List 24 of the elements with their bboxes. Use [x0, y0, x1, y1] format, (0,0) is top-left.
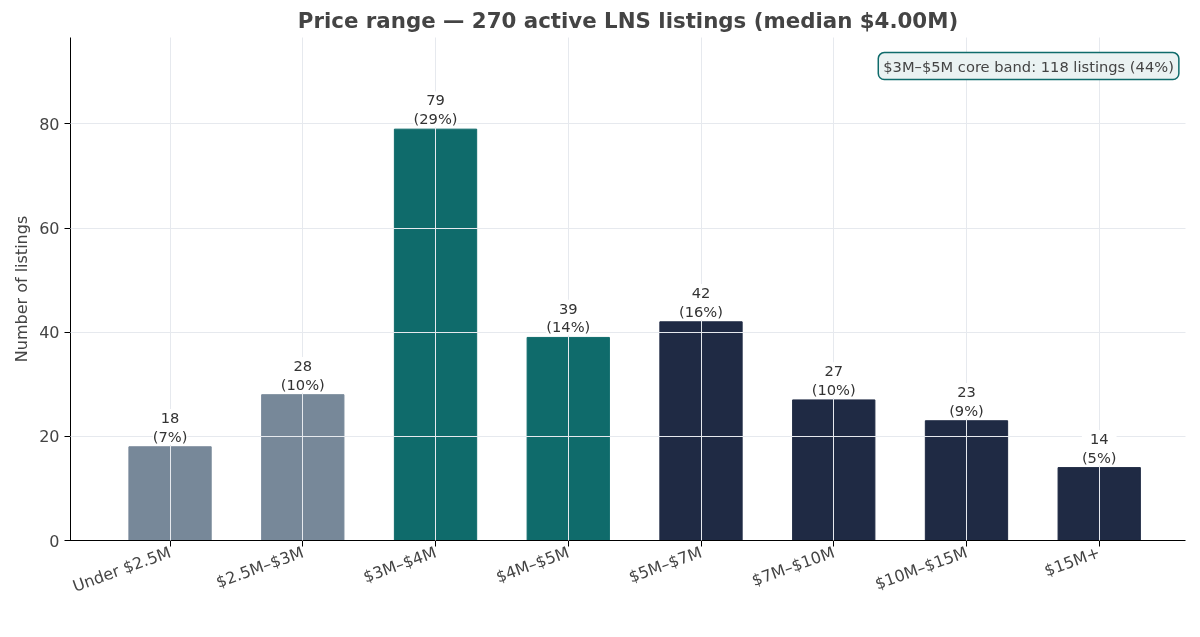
bar	[659, 321, 743, 541]
data-label: 14 (5%)	[1081, 429, 1117, 466]
bar	[792, 399, 876, 541]
chart-title: Price range — 270 active LNS listings (median $4.00M)	[297, 7, 959, 33]
bar	[1057, 467, 1141, 541]
bar	[526, 336, 610, 541]
data-label: 23 (9%)	[949, 383, 984, 419]
bar	[924, 420, 1009, 541]
data-label: 28 (10%)	[280, 357, 325, 393]
y-axis-title: Number of listings	[12, 215, 32, 363]
y-tick-label: 80	[39, 114, 60, 134]
bar	[393, 128, 478, 541]
data-label: 27 (10%)	[811, 362, 856, 398]
bar	[261, 394, 345, 541]
y-tick-label: 0	[49, 531, 60, 551]
data-label: 42 (16%)	[679, 284, 724, 320]
y-tick-label: 20	[39, 427, 60, 447]
bar	[128, 446, 212, 541]
annotation: $3M–$5M core band: 118 listings (44%)	[883, 57, 1174, 75]
data-label: 39 (14%)	[546, 299, 591, 336]
y-tick-label: 40	[39, 323, 60, 343]
y-tick-label: 60	[39, 219, 60, 239]
data-label: 79 (29%)	[413, 91, 458, 128]
data-label: 18 (7%)	[152, 409, 188, 445]
